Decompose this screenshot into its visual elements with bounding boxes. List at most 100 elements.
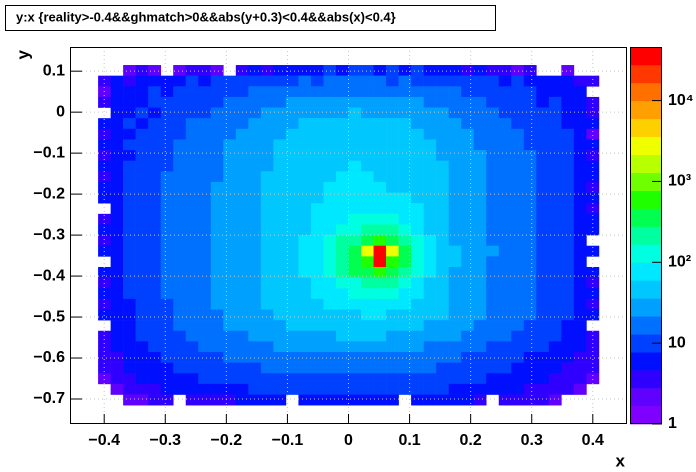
cell — [335, 256, 349, 268]
cell — [573, 256, 587, 268]
cell — [160, 362, 174, 374]
cell — [511, 309, 525, 321]
cell — [135, 341, 149, 353]
cell — [511, 96, 525, 108]
cell — [335, 320, 349, 332]
cell — [561, 213, 575, 225]
cell — [248, 352, 262, 363]
cell — [386, 341, 399, 353]
cell — [411, 373, 424, 385]
cell — [448, 203, 462, 215]
cell — [523, 203, 537, 215]
cell — [210, 256, 224, 268]
cell — [323, 277, 337, 289]
cell — [536, 139, 550, 151]
cell — [536, 107, 550, 119]
cell — [348, 75, 362, 87]
cell — [523, 266, 537, 278]
cell — [561, 298, 575, 310]
cell — [260, 362, 274, 374]
cell — [373, 118, 387, 130]
cell — [335, 181, 349, 193]
cell — [411, 341, 424, 353]
cell — [523, 383, 537, 395]
cell — [185, 75, 199, 87]
cell — [398, 65, 412, 76]
cell — [235, 320, 249, 332]
cell — [348, 107, 362, 119]
cell — [173, 86, 187, 98]
cell — [511, 86, 525, 98]
cell — [561, 245, 575, 257]
cell — [448, 181, 462, 193]
cell — [386, 118, 399, 130]
cell — [210, 192, 224, 204]
cell — [486, 309, 500, 321]
cell — [473, 394, 487, 406]
cell — [110, 288, 124, 300]
cell — [536, 171, 550, 183]
cell — [423, 309, 437, 321]
cell — [198, 150, 212, 161]
cell — [285, 256, 299, 268]
cell — [573, 86, 587, 98]
cell — [210, 118, 224, 130]
cell — [398, 150, 412, 161]
cell — [386, 224, 399, 236]
cell — [361, 256, 374, 268]
cell — [448, 86, 462, 98]
cell — [110, 383, 124, 395]
cell — [110, 373, 124, 385]
cell — [411, 383, 424, 395]
cell — [511, 352, 525, 363]
cell — [398, 139, 412, 151]
cell — [573, 341, 587, 353]
cell — [123, 171, 136, 183]
cell — [173, 298, 187, 310]
cell — [361, 75, 374, 87]
cell — [423, 192, 437, 204]
cell — [373, 266, 387, 278]
cell — [285, 171, 299, 183]
cell — [260, 213, 274, 225]
cell — [448, 298, 462, 310]
cell — [473, 245, 487, 257]
cell — [373, 309, 387, 321]
cell — [361, 277, 374, 289]
cell — [361, 160, 374, 172]
cell — [536, 373, 550, 385]
cell — [348, 96, 362, 108]
cell — [273, 277, 287, 289]
cell — [123, 96, 136, 108]
cell — [373, 128, 387, 140]
cell — [110, 245, 124, 257]
cell — [310, 65, 324, 76]
cell — [335, 160, 349, 172]
cell — [248, 309, 262, 321]
cell — [411, 150, 424, 161]
cell — [361, 213, 374, 225]
cell — [511, 150, 525, 161]
cell — [498, 128, 512, 140]
cell — [398, 224, 412, 236]
cell — [285, 277, 299, 289]
cell — [148, 288, 161, 300]
cell — [461, 75, 475, 87]
cell — [498, 320, 512, 332]
cell — [548, 128, 562, 140]
cell — [335, 75, 349, 87]
cell — [273, 203, 287, 215]
cell — [411, 256, 424, 268]
cell — [210, 171, 224, 183]
cell — [235, 128, 249, 140]
cell — [461, 203, 475, 215]
cell — [160, 150, 174, 161]
cell — [135, 128, 149, 140]
cell — [160, 224, 174, 236]
cell — [398, 96, 412, 108]
cell — [548, 352, 562, 363]
cell — [573, 245, 587, 257]
cell — [473, 96, 487, 108]
cell — [223, 128, 237, 140]
cell — [223, 298, 237, 310]
